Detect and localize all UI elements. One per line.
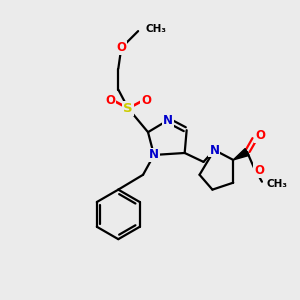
Text: S: S: [123, 102, 133, 115]
Text: O: O: [255, 129, 265, 142]
Text: O: O: [254, 164, 264, 177]
Text: O: O: [116, 41, 126, 55]
Polygon shape: [233, 148, 249, 160]
Text: N: N: [163, 114, 173, 127]
Text: CH₃: CH₃: [267, 179, 288, 189]
Text: O: O: [105, 94, 116, 107]
Text: O: O: [141, 94, 151, 107]
Text: N: N: [209, 143, 219, 157]
Text: CH₃: CH₃: [145, 24, 166, 34]
Text: N: N: [149, 148, 159, 161]
